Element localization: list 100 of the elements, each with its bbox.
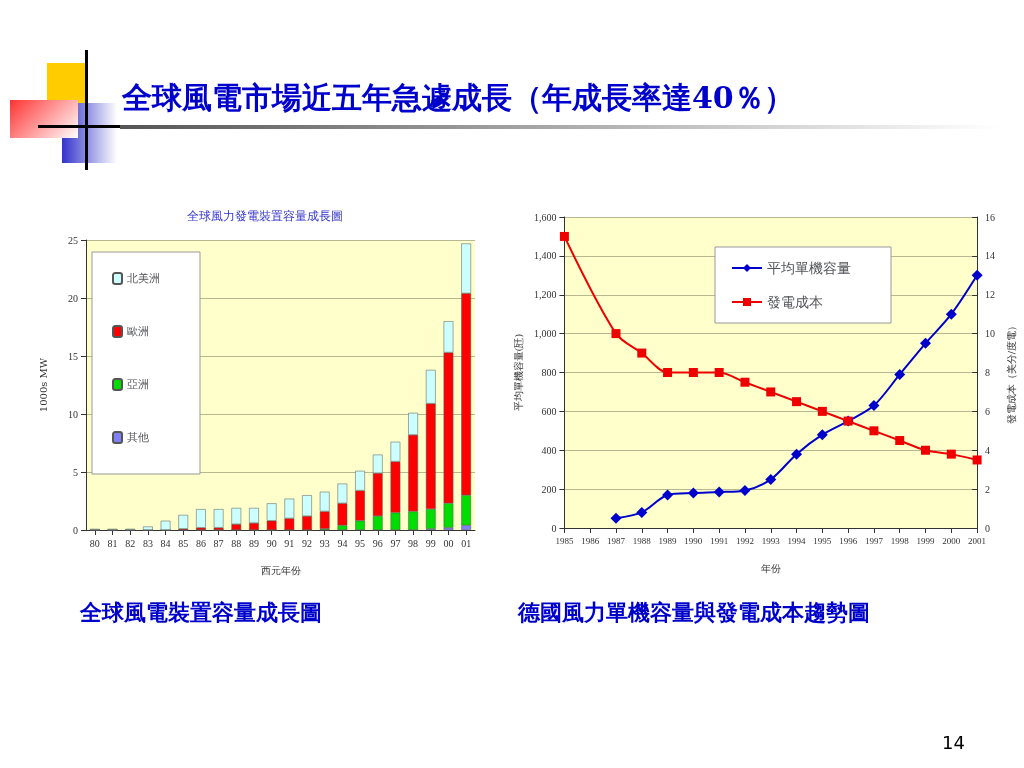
x-tick-label: 1998 xyxy=(890,535,910,546)
bar xyxy=(196,509,206,528)
x-tick-label: 81 xyxy=(107,537,118,549)
x-tick-label: 80 xyxy=(89,537,100,549)
y-tick-label: 20 xyxy=(68,292,78,304)
x-tick-label: 2001 xyxy=(968,535,987,546)
bar xyxy=(213,509,224,528)
legend-label: 北美洲 xyxy=(127,272,160,285)
point xyxy=(894,368,906,380)
y2-axis-title: 發電成本（美分/度電） xyxy=(1005,320,1017,425)
x-tick-label: 94 xyxy=(337,537,348,549)
point xyxy=(559,231,569,241)
point xyxy=(792,397,802,407)
x-tick-label: 1995 xyxy=(813,535,832,546)
text: 14 xyxy=(942,732,965,753)
y-tick-label: 5 xyxy=(73,466,78,478)
point xyxy=(895,436,905,446)
text: 全球風電裝置容量成長圖 xyxy=(80,598,322,627)
y2-tick-label: 0 xyxy=(985,522,991,534)
x-tick-label: 97 xyxy=(390,537,401,549)
point xyxy=(713,486,725,498)
point xyxy=(611,329,621,339)
point xyxy=(791,448,803,460)
x-tick-label: 00 xyxy=(443,537,454,549)
point xyxy=(945,308,957,320)
y-tick-label: 10 xyxy=(68,408,78,420)
point xyxy=(946,449,956,459)
y-tick-label: 1,600 xyxy=(533,211,557,223)
point xyxy=(688,368,698,377)
y-tick-label: 1,000 xyxy=(533,328,557,340)
legend-label: 發電成本 xyxy=(767,294,823,310)
point xyxy=(765,473,777,485)
x-axis-title: 年份 xyxy=(760,562,781,574)
point xyxy=(663,368,673,377)
y-tick-label: 25 xyxy=(68,234,78,246)
x-tick-label: 82 xyxy=(125,537,136,549)
x-tick-label: 89 xyxy=(248,537,259,549)
x-tick-label: 01 xyxy=(461,537,472,549)
y2-tick-label: 16 xyxy=(985,211,996,223)
point xyxy=(687,487,699,499)
point xyxy=(816,429,828,441)
y-tick-label: 400 xyxy=(541,444,557,456)
point xyxy=(920,337,932,349)
y-tick-label: 0 xyxy=(551,522,557,534)
y2-tick-label: 14 xyxy=(985,250,996,262)
y-tick-label: 1,400 xyxy=(533,250,557,262)
text: 德國風力單機容量與發電成本趨勢圖 xyxy=(518,598,870,627)
point xyxy=(636,506,648,518)
y2-tick-label: 12 xyxy=(985,289,996,301)
point xyxy=(817,406,827,416)
x-tick-label: 2000 xyxy=(942,535,961,546)
point xyxy=(662,489,674,501)
x-tick-label: 1989 xyxy=(658,535,678,546)
x-tick-label: 95 xyxy=(355,537,366,549)
point xyxy=(972,455,982,465)
x-tick-label: 90 xyxy=(266,537,277,549)
point xyxy=(868,400,880,412)
point xyxy=(610,512,622,524)
x-axis-title: 西元年份 xyxy=(260,564,301,576)
x-tick-label: 98 xyxy=(408,537,419,549)
y-tick-label: 0 xyxy=(73,524,78,536)
legend-label: 其他 xyxy=(127,431,149,444)
x-tick-label: 84 xyxy=(160,537,171,549)
x-tick-label: 87 xyxy=(213,537,224,549)
point xyxy=(766,387,776,397)
x-tick-label: 1990 xyxy=(684,535,703,546)
x-tick-label: 1996 xyxy=(839,535,858,546)
chart-title: 全球風力發電裝置容量成長圖 xyxy=(187,209,343,223)
y2-tick-label: 2 xyxy=(985,483,991,495)
x-tick-label: 1994 xyxy=(787,535,807,546)
x-tick-label: 83 xyxy=(142,537,153,549)
y-tick-label: 600 xyxy=(541,405,557,417)
x-tick-label: 92 xyxy=(302,537,313,549)
point xyxy=(971,269,983,281)
x-tick-label: 1991 xyxy=(710,535,729,546)
x-tick-label: 1993 xyxy=(761,535,781,546)
x-tick-label: 1985 xyxy=(555,535,574,546)
point xyxy=(714,368,724,377)
x-tick-label: 1992 xyxy=(735,535,754,546)
x-tick-label: 85 xyxy=(178,537,189,549)
y2-tick-label: 4 xyxy=(985,444,991,456)
y2-tick-label: 10 xyxy=(985,328,996,340)
y2-tick-label: 8 xyxy=(985,367,991,378)
point xyxy=(637,348,647,358)
x-tick-label: 93 xyxy=(319,537,330,549)
y-tick-label: 200 xyxy=(541,483,557,495)
x-tick-label: 1997 xyxy=(864,535,884,546)
legend-label: 歐洲 xyxy=(127,325,149,338)
point xyxy=(921,445,931,455)
x-tick-label: 99 xyxy=(425,537,436,549)
x-tick-label: 1987 xyxy=(606,535,626,546)
y-tick-label: 15 xyxy=(68,350,78,362)
x-tick-label: 91 xyxy=(284,537,295,549)
x-tick-label: 1999 xyxy=(916,535,936,546)
x-tick-label: 86 xyxy=(195,537,206,549)
y-tick-label: 1,200 xyxy=(533,289,557,301)
x-tick-label: 88 xyxy=(231,537,242,549)
point xyxy=(739,484,751,496)
legend-label: 平均單機容量 xyxy=(767,260,851,276)
x-tick-label: 96 xyxy=(372,537,383,549)
